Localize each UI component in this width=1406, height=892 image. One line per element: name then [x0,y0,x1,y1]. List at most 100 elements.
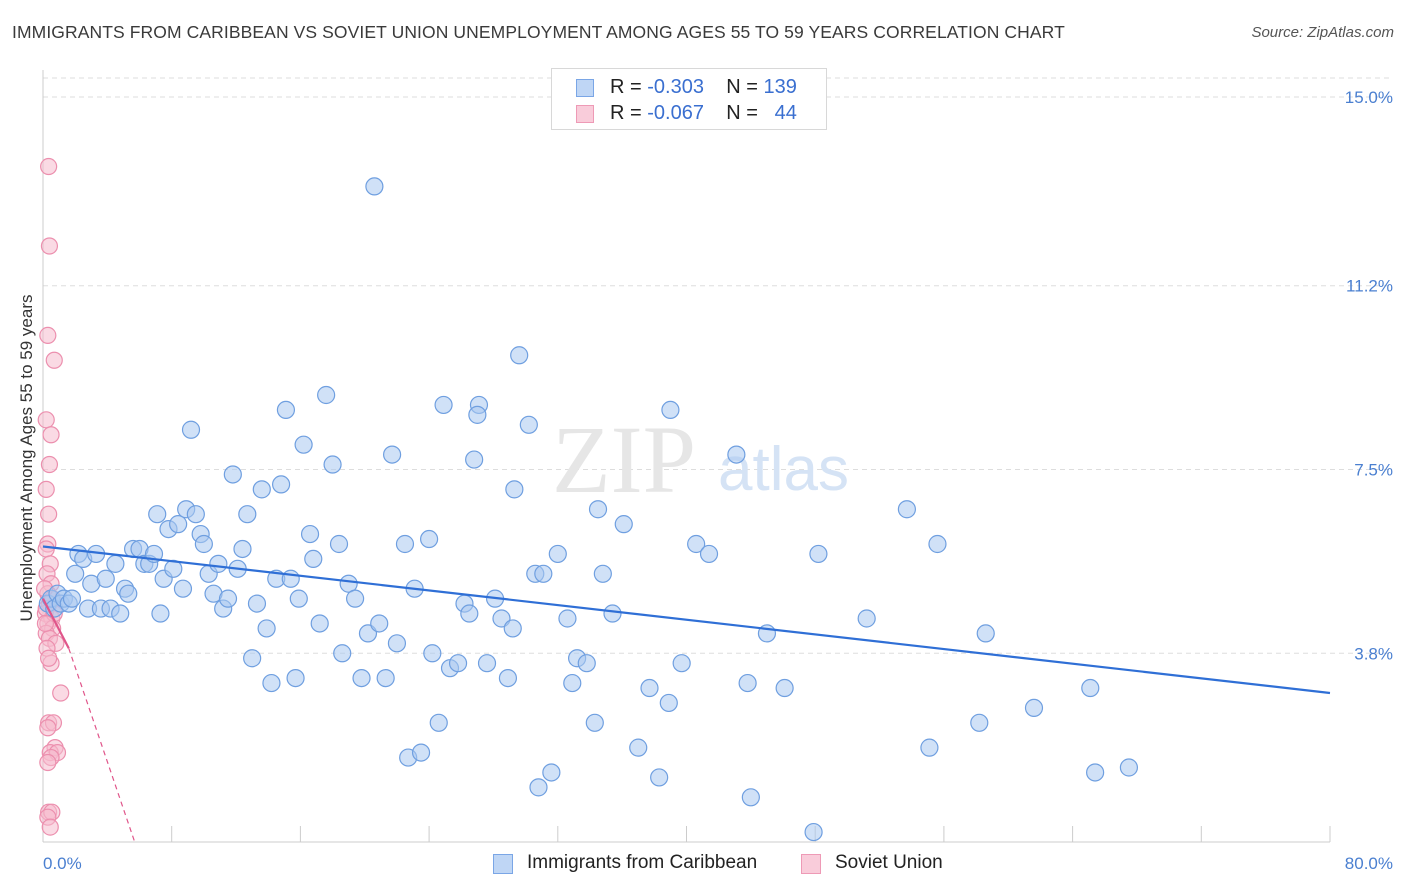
caribbean-point [585,713,604,732]
caribbean-point [382,445,402,464]
caribbean-point [699,544,719,564]
caribbean-point [577,654,596,673]
caribbean-point [510,346,529,365]
caribbean-point [727,445,746,464]
legend-swatch-soviet [576,105,594,123]
caribbean-point [395,534,415,554]
caribbean-point [289,589,308,608]
caribbean-point [387,634,407,653]
caribbean-point [477,654,497,673]
caribbean-point [345,589,365,608]
caribbean-point [614,515,633,534]
caribbean-point [194,534,213,554]
bottom-legend-label-caribbean: Immigrants from Caribbean [527,852,758,873]
caribbean-point [640,678,659,698]
caribbean-point [534,564,553,583]
legend-r-value: -0.303 [647,76,704,98]
x-axis-ticks [171,826,1331,842]
caribbean-point [420,529,439,549]
legend: R = -0.303 N = 139 R = -0.067 N = 44 [551,68,827,130]
caribbean-point [323,455,342,474]
caribbean-point [257,619,276,638]
legend-n-value: 44 [774,102,797,124]
caribbean-point [247,594,267,613]
caribbean-point [111,604,130,623]
caribbean-point [775,678,794,698]
caribbean-point [352,668,371,688]
caribbean-point [411,743,431,762]
y-tick-labels: 3.8% 7.5% 11.2% 15.0% [1345,88,1393,663]
caribbean-point [529,778,548,797]
caribbean-points [38,177,1139,842]
caribbean-point [448,654,468,673]
y-tick-label: 3.8% [1354,644,1393,663]
soviet-point [37,480,55,498]
caribbean-point [423,644,442,663]
bottom-legend-swatch-caribbean [493,854,513,874]
caribbean-point [897,500,916,519]
caribbean-point [181,420,201,439]
legend-n-label: N = [726,76,764,98]
caribbean-point [218,589,238,608]
caribbean-point [460,604,479,623]
caribbean-point [498,668,518,688]
caribbean-point [317,385,336,405]
y-tick-label: 15.0% [1345,88,1393,107]
y-tick-label: 7.5% [1354,461,1393,480]
caribbean-point [920,738,939,757]
watermark-zip: ZIP [552,406,696,513]
caribbean-point [503,619,522,638]
caribbean-point [1086,763,1105,782]
caribbean-point [281,569,300,588]
soviet-point [39,326,57,344]
caribbean-point [96,569,115,588]
caribbean-point [238,505,257,524]
caribbean-point [333,644,352,663]
caribbean-point [738,673,757,693]
caribbean-point [687,534,706,554]
caribbean-point [629,738,648,757]
x-tick-label-max: 80.0% [1345,854,1393,873]
soviet-point [40,455,59,474]
caribbean-point [66,564,85,583]
soviet-trend-extension [68,648,136,843]
caribbean-point [593,564,612,583]
caribbean-point [976,624,995,643]
caribbean-point [262,673,281,693]
caribbean-point [310,614,329,633]
caribbean-trend-line [42,545,1331,695]
soviet-point [40,157,58,176]
legend-r-value: -0.067 [647,102,704,124]
soviet-point [40,649,58,667]
caribbean-point [659,693,678,713]
caribbean-point [603,604,622,623]
caribbean-point [434,395,453,415]
caribbean-point [119,584,138,603]
x-tick-label-min: 0.0% [43,854,82,873]
caribbean-point [809,544,828,564]
caribbean-point [1119,758,1139,777]
caribbean-point [429,713,448,732]
soviet-point [52,684,70,702]
caribbean-point [370,614,389,633]
caribbean-point [857,609,876,628]
soviet-points [36,157,70,836]
legend-n-value: 139 [763,76,797,98]
y-tick-label: 11.2% [1346,277,1393,296]
watermark: ZIP atlas [552,406,849,513]
trend-lines [42,545,1331,843]
caribbean-point [209,554,228,573]
caribbean-point [169,515,188,534]
bottom-legend-label-soviet: Soviet Union [835,852,943,873]
y-axis-label: Unemployment Among Ages 55 to 59 years [17,295,36,622]
soviet-trend-line [42,598,70,649]
caribbean-point [928,534,947,554]
caribbean-point [151,604,170,623]
caribbean-point [563,673,582,693]
caribbean-point [186,505,205,524]
caribbean-point [271,475,291,494]
soviet-point [42,426,60,444]
caribbean-point [558,609,577,628]
caribbean-point [542,763,561,782]
